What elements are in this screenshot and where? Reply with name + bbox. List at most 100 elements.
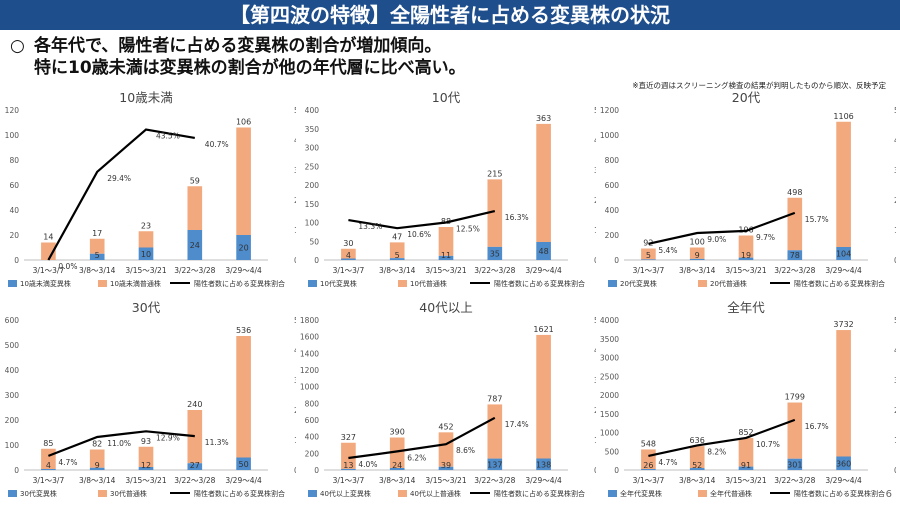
ratio-line	[648, 418, 796, 457]
bar-variant	[487, 458, 503, 470]
total-label: 106	[236, 118, 251, 127]
x-tick-label: 3/1～3/7	[33, 476, 65, 485]
legend-swatch-normal	[98, 280, 107, 287]
bar-variant	[236, 235, 251, 260]
variant-label: 301	[787, 460, 802, 469]
legend-swatch-normal	[398, 490, 407, 497]
total-label: 548	[641, 439, 656, 448]
bar-variant	[438, 466, 454, 470]
variant-label: 5	[95, 251, 100, 260]
bar-variant	[89, 253, 105, 260]
y2-tick-label: 0.0%	[894, 256, 896, 265]
ratio-line	[648, 211, 796, 245]
bar-normal	[389, 242, 405, 259]
bar-normal	[187, 410, 203, 464]
x-tick-label: 3/1～3/7	[633, 266, 665, 275]
y-tick-label: 1200	[300, 366, 319, 375]
variant-label: 91	[741, 461, 751, 470]
bar-variant	[487, 246, 503, 260]
y-tick-label: 100	[305, 219, 320, 228]
y2-tick-label: 10.0%	[594, 436, 596, 445]
bar-normal	[689, 446, 705, 469]
bar-normal	[836, 330, 851, 457]
ratio-label: 9.0%	[707, 235, 726, 244]
x-tick-label: 3/8～3/14	[679, 476, 716, 485]
bar-variant	[738, 466, 754, 470]
bar-normal	[187, 186, 203, 230]
legend-swatch-variant	[308, 490, 317, 497]
y2-tick-label: 40.0%	[894, 136, 896, 145]
ratio-label: 4.7%	[658, 458, 677, 467]
total-label: 636	[690, 436, 705, 445]
y-tick-label: 3500	[600, 335, 619, 344]
ratio-line	[348, 210, 496, 230]
y2-tick-label: 0.0%	[594, 256, 596, 265]
total-label: 23	[141, 221, 151, 230]
x-tick-label: 3/29～4/4	[825, 476, 862, 485]
ratio-label: 10.7%	[756, 440, 780, 449]
bar-variant	[787, 458, 803, 470]
variant-label: 5	[395, 251, 400, 260]
x-tick-label: 3/1～3/7	[333, 476, 365, 485]
y2-tick-label: 50.0%	[294, 106, 296, 115]
y-tick-label: 350	[305, 125, 320, 134]
legend-label-variant: 10代変異株	[320, 279, 357, 288]
bar-variant	[187, 230, 203, 260]
bar-variant	[187, 463, 203, 470]
y2-tick-label: 20.0%	[594, 196, 596, 205]
total-label: 1621	[533, 325, 553, 334]
chart-40s-plus: 40代以上 0 200 400 600 800 1000 1200 1400 1600 1800 0.…	[300, 300, 596, 498]
variant-label: 11	[441, 251, 451, 260]
chart-panel-under10: 10歳未満 0 20 40 60 80 100 120 0.0% 10.0% 20.0% 30.0% 4…	[0, 88, 296, 288]
y2-tick-label: 40.0%	[894, 346, 896, 355]
y2-tick-label: 0.0%	[294, 256, 296, 265]
chart-title: 30代	[132, 300, 161, 315]
legend-swatch-variant	[8, 280, 17, 287]
ratio-label: 17.4%	[505, 420, 529, 429]
y-tick-label: 1400	[300, 349, 319, 358]
bar-variant	[438, 255, 454, 260]
bar-variant	[536, 458, 551, 470]
y-tick-label: 1000	[600, 429, 619, 438]
y2-tick-label: 40.0%	[594, 136, 596, 145]
y-tick-label: 500	[605, 447, 620, 456]
variant-label: 78	[790, 251, 800, 260]
chart-title: 全年代	[727, 300, 765, 315]
total-label: 787	[487, 394, 502, 403]
summary-line-1: 各年代で、陽性者に占める変異株の割合が増加傾向。	[34, 36, 442, 56]
variant-label: 48	[539, 247, 549, 256]
ratio-line	[48, 430, 195, 457]
y-tick-label: 80	[9, 156, 19, 165]
bullet-mark: ○	[10, 36, 25, 56]
legend-label-variant: 40代以上変異株	[320, 489, 371, 498]
y-tick-label: 20	[9, 231, 19, 240]
total-label: 1106	[833, 112, 853, 121]
y-tick-label: 50	[309, 237, 319, 246]
bar-normal	[787, 402, 803, 459]
y-tick-label: 150	[305, 200, 320, 209]
legend-swatch-normal	[698, 280, 707, 287]
y2-tick-label: 50.0%	[294, 316, 296, 325]
x-tick-label: 3/1～3/7	[633, 476, 665, 485]
x-tick-label: 3/15～3/21	[725, 266, 766, 275]
y2-tick-label: 40.0%	[294, 346, 296, 355]
x-tick-label: 3/22～3/28	[174, 266, 215, 275]
variant-label: 9	[95, 461, 100, 470]
legend-label-variant: 30代変異株	[20, 489, 57, 498]
y2-tick-label: 20.0%	[294, 406, 296, 415]
x-tick-label: 3/15～3/21	[425, 476, 466, 485]
y2-tick-label: 40.0%	[294, 136, 296, 145]
ratio-label: 11.0%	[107, 439, 131, 448]
bar-variant	[138, 247, 154, 260]
chart-title: 40代以上	[419, 300, 472, 315]
x-tick-label: 3/29～4/4	[825, 266, 862, 275]
bar-variant	[389, 468, 405, 470]
ratio-label: 12.5%	[456, 225, 480, 234]
y-tick-label: 120	[5, 106, 20, 115]
bar-variant	[836, 247, 851, 260]
ratio-label: 29.4%	[107, 174, 131, 183]
variant-label: 20	[239, 244, 249, 253]
x-tick-label: 3/8～3/14	[679, 266, 716, 275]
y-tick-label: 500	[5, 341, 20, 350]
y-tick-label: 0	[614, 256, 619, 265]
